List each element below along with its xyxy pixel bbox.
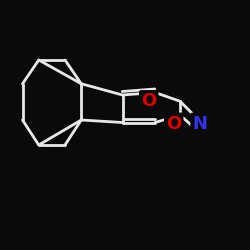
Text: O: O	[166, 115, 182, 133]
Text: N: N	[192, 115, 208, 133]
Text: O: O	[141, 92, 156, 110]
